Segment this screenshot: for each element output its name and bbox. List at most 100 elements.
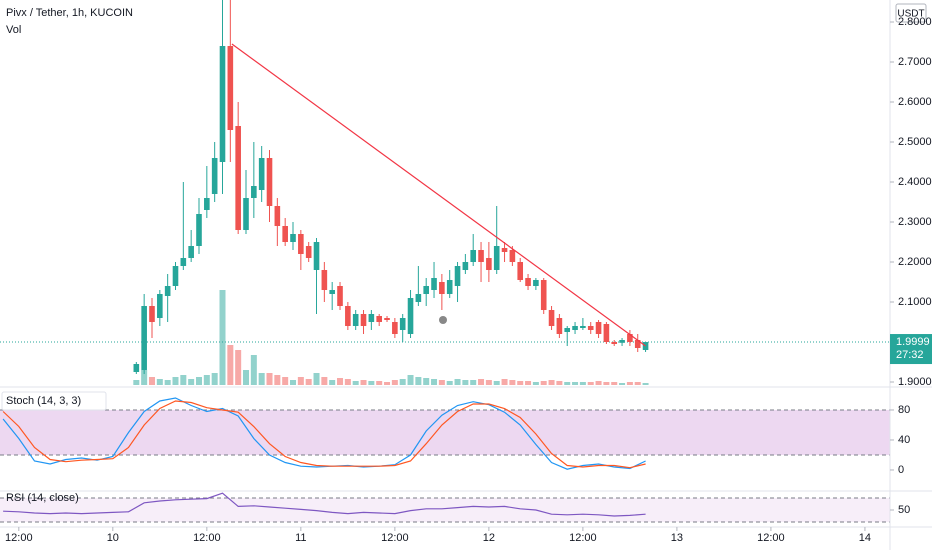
volume-title: Vol <box>6 24 21 36</box>
x-tick-label: 11 <box>295 532 306 544</box>
volume-bar <box>603 382 610 385</box>
volume-bar <box>485 380 492 385</box>
candle-body <box>251 186 257 198</box>
y-tick-label: 40 <box>898 434 910 446</box>
volume-bar <box>148 377 155 385</box>
candle-body <box>399 318 406 330</box>
currency-button[interactable] <box>895 3 927 23</box>
volume-bar <box>595 381 602 385</box>
indicator-legend-box[interactable] <box>1 391 107 411</box>
volume-bar <box>462 380 469 385</box>
candle-body <box>282 226 288 242</box>
volume-bar <box>203 375 210 385</box>
volume-bar <box>509 380 516 385</box>
candle-body <box>298 234 304 254</box>
candle-body <box>533 280 539 286</box>
volume-bar <box>446 381 453 385</box>
candle-body <box>180 258 187 266</box>
candle-body <box>376 316 382 322</box>
volume-bar <box>337 378 344 385</box>
candle-body <box>470 250 477 262</box>
x-tick-label: 13 <box>671 532 683 544</box>
volume-bar <box>368 381 375 385</box>
candle-body <box>313 242 320 270</box>
candle-body <box>478 250 484 262</box>
volume-bar <box>478 379 485 385</box>
y-tick-label: 50 <box>898 504 910 516</box>
candle-body <box>227 46 234 130</box>
candle-body <box>219 46 226 162</box>
volume-bar <box>423 378 430 385</box>
volume-bar <box>470 380 477 385</box>
volume-bar <box>195 377 202 385</box>
volume-bar <box>572 382 579 385</box>
candle-body <box>439 282 445 294</box>
candle-body <box>580 326 586 328</box>
volume-bar <box>501 379 508 385</box>
candle-body <box>290 234 296 242</box>
candle-body <box>345 306 351 326</box>
x-tick-label: 12 <box>483 532 495 544</box>
y-tick-label: 2.1000 <box>898 296 932 308</box>
y-tick-label: 0 <box>898 464 904 476</box>
volume-bar <box>188 379 195 385</box>
plot-area <box>0 0 890 523</box>
candle-body <box>431 278 437 290</box>
band-fill <box>0 498 890 523</box>
candle-body <box>235 126 241 230</box>
volume-bar <box>548 380 555 385</box>
volume-bar <box>579 382 586 385</box>
candle-body <box>501 248 508 252</box>
candle-body <box>352 314 359 326</box>
candle-body <box>595 322 602 334</box>
volume-bar <box>133 380 140 385</box>
x-tick-label: 12:00 <box>5 532 33 544</box>
candle-body <box>305 246 312 258</box>
volume-bar <box>227 345 234 385</box>
y-tick-label: 80 <box>898 404 910 416</box>
candle-body <box>603 324 610 342</box>
volume-bar <box>297 377 304 385</box>
volume-bar <box>454 379 461 385</box>
candle-body <box>642 342 649 350</box>
volume-bar <box>415 377 422 385</box>
candle-body <box>627 334 633 342</box>
volume-bar <box>493 381 500 385</box>
volume-bar <box>274 375 281 385</box>
candle-body <box>243 198 249 230</box>
x-tick-label: 14 <box>859 532 871 544</box>
candle-body <box>188 246 194 258</box>
volume-bar <box>564 382 571 385</box>
x-tick-label: 12:00 <box>381 532 409 544</box>
volume-bar <box>211 373 218 385</box>
volume-bar <box>172 377 179 385</box>
candle-body <box>540 280 547 310</box>
trend-line <box>231 43 646 347</box>
candle-body <box>337 286 343 306</box>
volume-bar <box>619 383 626 385</box>
volume-bar <box>219 290 226 385</box>
volume-bar <box>525 381 532 385</box>
x-tick-label: 10 <box>107 532 119 544</box>
event-marker[interactable] <box>439 316 447 324</box>
volume-bar <box>399 379 406 385</box>
candle-body <box>407 298 414 334</box>
volume-bar <box>540 381 547 385</box>
candle-body <box>258 158 265 190</box>
y-tick-label: 2.8000 <box>898 16 932 28</box>
volume-bar <box>587 382 594 385</box>
volume-bar <box>164 380 171 385</box>
candle-body <box>329 290 335 294</box>
candle-body <box>454 266 461 286</box>
candle-body <box>415 294 422 302</box>
indicator-line <box>3 492 646 517</box>
volume-bar <box>321 377 328 385</box>
candle-body <box>634 340 641 348</box>
y-tick-label: 2.6000 <box>898 96 932 108</box>
candle-body <box>619 340 625 343</box>
candle-body <box>149 306 155 322</box>
y-tick-label: 2.2000 <box>898 256 932 268</box>
volume-bar <box>556 381 563 385</box>
volume-bar <box>156 379 163 385</box>
band-fill <box>0 409 890 455</box>
